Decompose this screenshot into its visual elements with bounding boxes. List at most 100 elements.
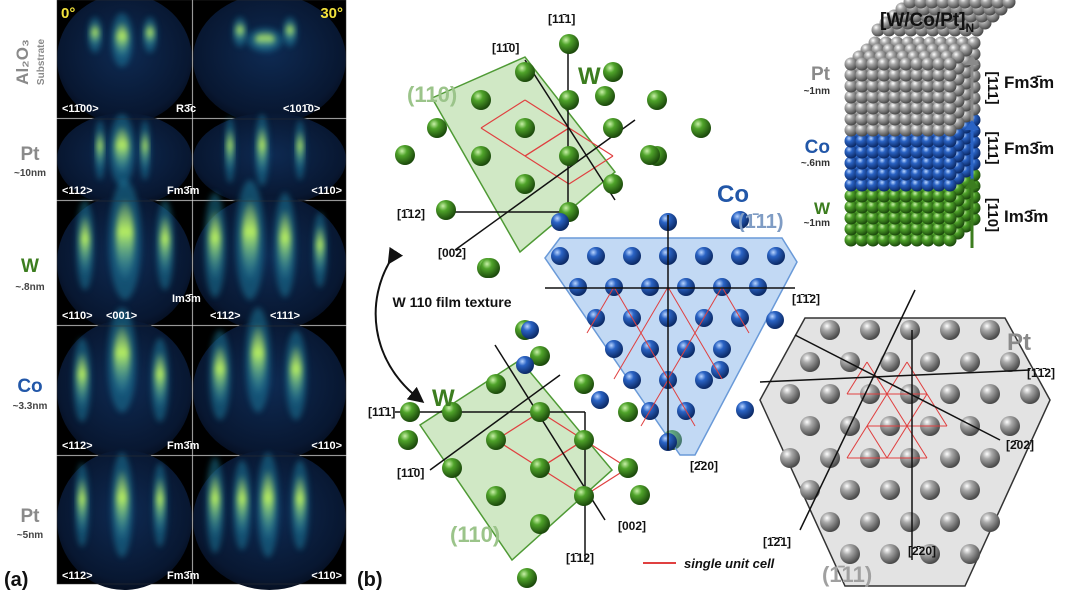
atom — [960, 416, 980, 436]
direction: [11̄0] — [397, 466, 424, 480]
pattern-label: Fm3̄m — [167, 570, 200, 582]
direction: [2̄20] — [908, 544, 936, 558]
streak — [155, 352, 165, 408]
atom — [427, 118, 447, 138]
texture-arrow — [376, 258, 418, 398]
atom — [530, 458, 550, 478]
pattern-label: <112> — [62, 440, 93, 452]
pattern-label: <110> — [311, 570, 342, 582]
texture-note: W 110 film texture — [392, 294, 511, 310]
streak — [242, 200, 258, 280]
layer-element: Co — [805, 137, 830, 158]
atom — [515, 118, 535, 138]
atom — [800, 416, 820, 436]
atom — [940, 384, 960, 404]
atom — [736, 401, 754, 419]
atom — [630, 485, 650, 505]
streak — [116, 22, 128, 58]
pattern-label: <001> — [106, 310, 137, 322]
atom — [569, 278, 587, 296]
atom — [640, 145, 660, 165]
direction: [1̄1̄2] — [792, 292, 820, 306]
note: ~.8nm — [15, 282, 44, 293]
atom — [559, 34, 579, 54]
atom — [515, 174, 535, 194]
atom — [486, 430, 506, 450]
streak — [160, 215, 170, 275]
angle-label: 30° — [320, 5, 343, 22]
atom — [574, 430, 594, 450]
note: ~10nm — [14, 168, 46, 179]
angle-label: 0° — [61, 5, 75, 22]
atom — [940, 512, 960, 532]
plane: (110) — [407, 82, 457, 107]
pattern-label: Im3̄m — [172, 293, 201, 305]
streak — [97, 130, 103, 170]
figure: (a) 0° 30° Al₂O₃ Substrate <11̄00> R3̄c … — [0, 0, 1069, 596]
streak — [115, 126, 129, 174]
direction: [11̄0] — [492, 41, 519, 55]
atom — [860, 320, 880, 340]
pattern-label: <110> — [311, 440, 342, 452]
atom — [749, 278, 767, 296]
plane: (1̄11) — [738, 211, 784, 233]
direction: [1̄1̄2] — [1027, 366, 1055, 380]
streak — [316, 225, 324, 275]
atom — [551, 213, 569, 231]
material: W — [21, 256, 39, 277]
streak — [255, 32, 275, 48]
atom — [603, 174, 623, 194]
atom — [623, 371, 641, 389]
atom — [860, 512, 880, 532]
streak — [142, 130, 148, 170]
atom — [521, 321, 539, 339]
material: Pt — [21, 144, 41, 165]
atom — [695, 247, 713, 265]
atom — [398, 430, 418, 450]
atom — [731, 247, 749, 265]
atom — [960, 352, 980, 372]
atom — [618, 458, 638, 478]
atom — [695, 371, 713, 389]
plane: (110) — [450, 522, 500, 547]
atom — [471, 146, 491, 166]
legend-label: single unit cell — [684, 556, 775, 571]
streak — [237, 475, 247, 535]
atom — [623, 247, 641, 265]
layer-group: Fm3̄m — [1004, 139, 1054, 158]
note: Substrate — [36, 39, 47, 86]
atom — [920, 480, 940, 500]
streak — [80, 215, 90, 275]
atom — [603, 118, 623, 138]
layer-thickness: ~.6nm — [801, 158, 830, 169]
co-plane — [545, 238, 797, 455]
atom — [517, 568, 537, 588]
atom — [395, 145, 415, 165]
pattern-label: <110> — [62, 310, 93, 322]
atom — [940, 448, 960, 468]
direction: [1̄2̄1] — [763, 535, 791, 549]
atom — [677, 278, 695, 296]
atom — [840, 544, 860, 564]
pattern-label: R3̄c — [176, 103, 196, 115]
atom — [766, 311, 784, 329]
streak — [91, 23, 99, 47]
atom — [780, 384, 800, 404]
layer-direction: [110] — [984, 198, 1001, 232]
atom — [944, 58, 957, 71]
panel-label: (a) — [4, 569, 28, 591]
direction: [2̄02] — [1006, 438, 1034, 452]
atom — [574, 486, 594, 506]
atom — [900, 320, 920, 340]
streak — [156, 477, 164, 533]
atom — [1000, 416, 1020, 436]
atom — [713, 340, 731, 358]
streak — [258, 126, 266, 174]
atom — [480, 258, 500, 278]
streak — [114, 325, 130, 395]
atom — [1020, 384, 1040, 404]
streak — [297, 130, 303, 170]
atom — [920, 352, 940, 372]
atom — [960, 480, 980, 500]
streak — [279, 210, 291, 280]
